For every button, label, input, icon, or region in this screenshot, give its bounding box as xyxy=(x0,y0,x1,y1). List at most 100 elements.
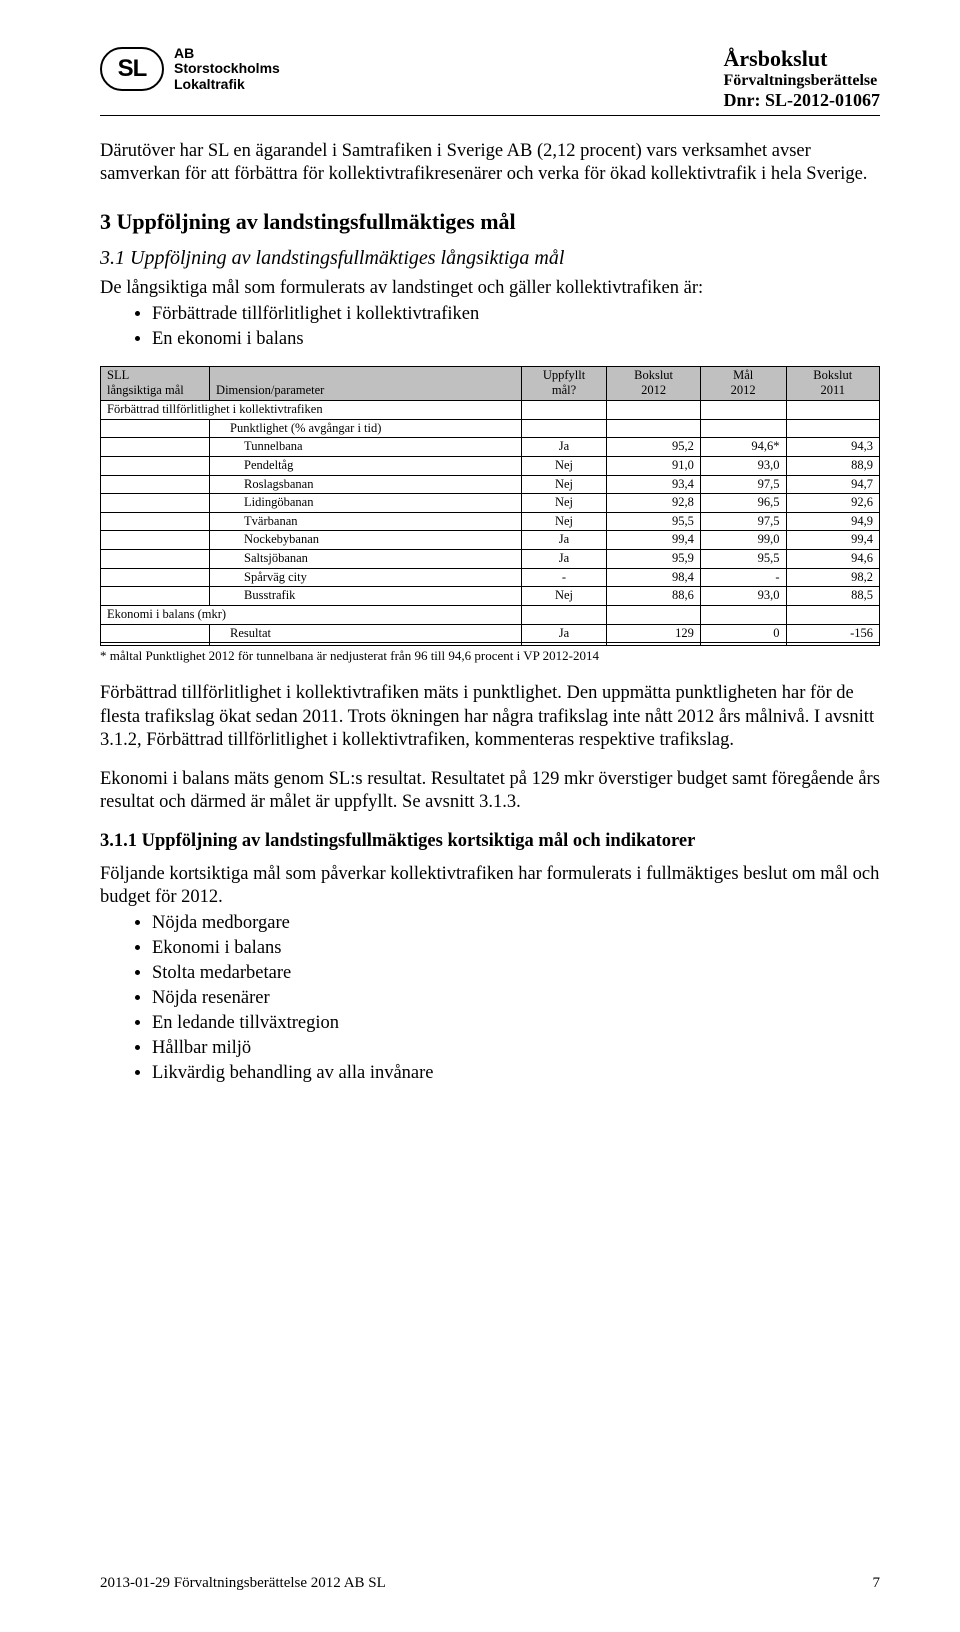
table-cell: 94,7 xyxy=(786,475,880,494)
table-cell: Spårväg city xyxy=(210,568,522,587)
table-cell xyxy=(786,605,880,624)
table-cell xyxy=(521,605,607,624)
body: Därutöver har SL en ägarandel i Samtrafi… xyxy=(100,140,880,1086)
header-dnr: Dnr: SL-2012-01067 xyxy=(724,90,881,111)
list-item: En ekonomi i balans xyxy=(152,327,880,352)
table-cell: 98,2 xyxy=(786,568,880,587)
table-header-row: SLLlångsiktiga mål Dimension/parameter U… xyxy=(101,366,880,400)
bullets-3-1: Förbättrade tillförlitlighet i kollektiv… xyxy=(100,302,880,352)
th-mal-2012: Mål2012 xyxy=(700,366,786,400)
table-cell: 0 xyxy=(700,624,786,643)
page: SL AB Storstockholms Lokaltrafik Årsboks… xyxy=(0,0,960,1632)
goals-table: SLLlångsiktiga mål Dimension/parameter U… xyxy=(100,366,880,646)
table-cell: 97,5 xyxy=(700,512,786,531)
table-cell: Ja xyxy=(521,624,607,643)
table-cell: - xyxy=(700,568,786,587)
list-item: Hållbar miljö xyxy=(152,1036,880,1061)
table-row: TvärbananNej95,597,594,9 xyxy=(101,512,880,531)
table-row: RoslagsbananNej93,497,594,7 xyxy=(101,475,880,494)
th-uppfyllt: Uppfylltmål? xyxy=(521,366,607,400)
list-item: Nöjda resenärer xyxy=(152,986,880,1011)
table-cell: Ja xyxy=(521,550,607,569)
list-item: Ekonomi i balans xyxy=(152,936,880,961)
table-row: Punktlighet (% avgångar i tid) xyxy=(101,419,880,438)
table-cell xyxy=(786,419,880,438)
ab-line2: Storstockholms xyxy=(174,61,280,76)
ab-line1: AB xyxy=(174,46,280,61)
table-cell: Nej xyxy=(521,475,607,494)
table-cell: Busstrafik xyxy=(210,587,522,606)
table-cell: Tunnelbana xyxy=(210,438,522,457)
table-cell: 129 xyxy=(607,624,700,643)
table-row: LidingöbananNej92,896,592,6 xyxy=(101,494,880,513)
table-cell: Roslagsbanan xyxy=(210,475,522,494)
table-cell: Pendeltåg xyxy=(210,456,522,475)
table-cell: 95,9 xyxy=(607,550,700,569)
header-right: Årsbokslut Förvaltningsberättelse Dnr: S… xyxy=(724,46,881,111)
th-sll: SLLlångsiktiga mål xyxy=(101,366,210,400)
table-cell xyxy=(101,419,210,438)
table-cell: -156 xyxy=(786,624,880,643)
table-cell: 98,4 xyxy=(607,568,700,587)
table-row: NockebybananJa99,499,099,4 xyxy=(101,531,880,550)
heading-3: 3 Uppföljning av landstingsfullmäktiges … xyxy=(100,208,880,236)
table-cell: 95,5 xyxy=(607,512,700,531)
table-row: BusstrafikNej88,693,088,5 xyxy=(101,587,880,606)
table-row: TunnelbanaJa95,294,6*94,3 xyxy=(101,438,880,457)
table-cell: Nockebybanan xyxy=(210,531,522,550)
table-cell: 93,0 xyxy=(700,456,786,475)
table-cell: Ja xyxy=(521,438,607,457)
table-cell: 97,5 xyxy=(700,475,786,494)
th-dimension: Dimension/parameter xyxy=(210,366,522,400)
page-footer: 2013-01-29 Förvaltningsberättelse 2012 A… xyxy=(100,1575,880,1592)
list-item: Nöjda medborgare xyxy=(152,911,880,936)
table-cell: Resultat xyxy=(210,624,522,643)
th-bokslut-2012: Bokslut2012 xyxy=(607,366,700,400)
ab-logo-text: AB Storstockholms Lokaltrafik xyxy=(174,46,280,92)
table-cell: - xyxy=(521,568,607,587)
p31-intro: De långsiktiga mål som formulerats av la… xyxy=(100,277,880,300)
table-cell xyxy=(786,401,880,420)
table-cell xyxy=(607,643,700,646)
table-cell: 95,2 xyxy=(607,438,700,457)
table-footnote: * måltal Punktlighet 2012 för tunnelbana… xyxy=(100,648,880,664)
table-cell xyxy=(607,605,700,624)
table-row: PendeltågNej91,093,088,9 xyxy=(101,456,880,475)
table-row xyxy=(101,643,880,646)
table-cell xyxy=(101,512,210,531)
footer-left: 2013-01-29 Förvaltningsberättelse 2012 A… xyxy=(100,1575,386,1592)
heading-3-1: 3.1 Uppföljning av landstingsfullmäktige… xyxy=(100,246,880,271)
table-cell: 92,6 xyxy=(786,494,880,513)
table-cell xyxy=(101,438,210,457)
table-cell: Tvärbanan xyxy=(210,512,522,531)
after-table-p1: Förbättrad tillförlitlighet i kollektivt… xyxy=(100,682,880,751)
table-cell: Saltsjöbanan xyxy=(210,550,522,569)
table-cell: 94,6 xyxy=(786,550,880,569)
header-rule xyxy=(100,115,880,116)
after-table-p2: Ekonomi i balans mäts genom SL:s resulta… xyxy=(100,768,880,814)
table-cell xyxy=(521,419,607,438)
table-cell: Punktlighet (% avgångar i tid) xyxy=(210,419,522,438)
sl-logo-icon: SL xyxy=(100,47,164,91)
table-cell: 92,8 xyxy=(607,494,700,513)
header-title: Årsbokslut xyxy=(724,46,881,72)
table-cell: Ja xyxy=(521,531,607,550)
table-cell: Ekonomi i balans (mkr) xyxy=(101,605,522,624)
header-subtitle: Förvaltningsberättelse xyxy=(724,72,881,90)
table-row: Förbättrad tillförlitlighet i kollektivt… xyxy=(101,401,880,420)
page-header: SL AB Storstockholms Lokaltrafik Årsboks… xyxy=(100,46,880,111)
intro-paragraph: Därutöver har SL en ägarandel i Samtrafi… xyxy=(100,140,880,186)
table-cell xyxy=(607,401,700,420)
list-item: Förbättrade tillförlitlighet i kollektiv… xyxy=(152,302,880,327)
table-cell xyxy=(210,643,522,646)
table-cell xyxy=(101,475,210,494)
logo-block: SL AB Storstockholms Lokaltrafik xyxy=(100,46,280,92)
list-item: En ledande tillväxtregion xyxy=(152,1011,880,1036)
table-cell: Nej xyxy=(521,456,607,475)
table-cell xyxy=(101,531,210,550)
table-cell xyxy=(101,624,210,643)
table-cell: 95,5 xyxy=(700,550,786,569)
table-body: Förbättrad tillförlitlighet i kollektivt… xyxy=(101,401,880,646)
table-cell: 88,5 xyxy=(786,587,880,606)
list-item: Stolta medarbetare xyxy=(152,961,880,986)
